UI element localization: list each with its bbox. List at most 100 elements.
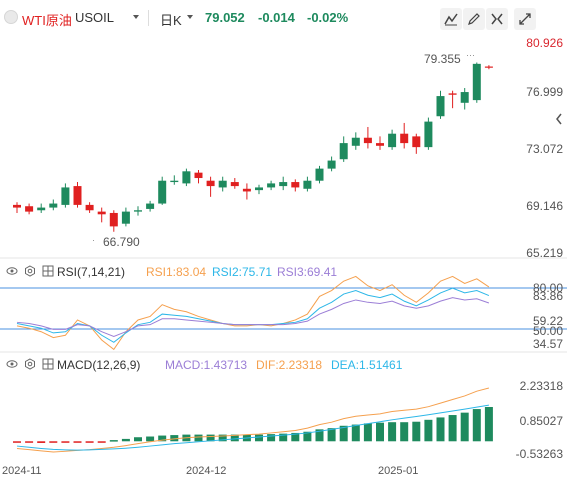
macd-bar (291, 432, 300, 442)
macd-bar (436, 417, 445, 442)
macd-bar (388, 422, 397, 442)
candle-body (61, 187, 70, 205)
macd-bar (121, 438, 130, 442)
rsi-series (16, 275, 490, 351)
symbol-code[interactable]: USOIL (75, 10, 115, 25)
candle-body (73, 186, 82, 205)
price-axis-label: 65.219 (526, 246, 563, 260)
candle-body (376, 143, 384, 146)
price-change: -0.014 (258, 10, 295, 25)
price-axis-label: 69.146 (526, 199, 563, 213)
candle-body (460, 92, 469, 103)
candle-body (388, 133, 397, 148)
macd-header: MACD(12,26,9) MACD:1.43713 DIF:2.23318 D… (6, 358, 403, 372)
macd-bar (279, 433, 288, 442)
rsi-header: RSI(7,14,21) RSI1:83.04 RSI2:75.71 RSI3:… (6, 265, 337, 279)
settings-icon[interactable] (25, 265, 35, 277)
low-price-dots: · (92, 235, 95, 245)
rsi2-value: RSI2:75.71 (212, 265, 272, 279)
draw-line-icon (444, 13, 458, 26)
grid-icon[interactable] (42, 265, 54, 277)
candle-body (182, 171, 191, 184)
macd-bar (303, 431, 312, 442)
candle-body (146, 203, 155, 209)
price-change-percent: -0.02% (307, 10, 349, 25)
rsi2-line (16, 287, 490, 343)
low-price-marker: 66.790 (103, 235, 140, 249)
timeframe-dropdown-icon[interactable] (187, 15, 193, 19)
macd-bar (376, 422, 384, 442)
rsi3-line (16, 297, 490, 337)
eye-icon[interactable] (6, 360, 18, 368)
symbol-name[interactable]: WTI原油 (22, 13, 72, 28)
macd-bar (49, 441, 58, 443)
collapse-panel-button[interactable] (552, 108, 566, 130)
fullscreen-icon (519, 13, 531, 25)
grid-icon[interactable] (42, 358, 54, 370)
fullscreen-button[interactable] (514, 8, 536, 30)
candle-body (218, 180, 227, 188)
macd-bar (230, 434, 239, 442)
candle-body (109, 212, 118, 227)
last-price: 79.052 (205, 10, 245, 25)
macd-bar (206, 434, 215, 442)
rsi-axis-label: 80.00 (533, 281, 563, 295)
timeframe-selector[interactable]: 日K (160, 13, 182, 28)
draw-line-button[interactable] (440, 8, 462, 30)
symbol-dropdown-icon[interactable] (133, 15, 139, 19)
candle-body (315, 168, 324, 181)
chart-area[interactable]: 80.926 76.999 73.072 69.146 65.219 79.35… (0, 36, 567, 485)
candle-body (121, 211, 130, 224)
macd-axis-label: 2.23318 (520, 379, 564, 393)
candle-body (400, 133, 409, 144)
rsi-axis-label: 34.57 (533, 337, 563, 351)
macd-value: MACD:1.43713 (165, 358, 247, 372)
dea-line (16, 404, 489, 451)
macd-bar (327, 428, 336, 442)
candle-body (351, 137, 360, 146)
candle-body (339, 143, 348, 160)
macd-bar (146, 436, 155, 442)
pen-button[interactable] (463, 8, 485, 30)
dea-value: DEA:1.51461 (331, 358, 403, 372)
candle-body (436, 96, 445, 117)
macd-axis-label: 0.85027 (520, 414, 564, 428)
macd-bar (448, 415, 457, 442)
divider (148, 10, 149, 26)
macd-bar (315, 429, 324, 442)
macd-bar (109, 440, 118, 442)
candle-body (484, 66, 493, 68)
candle-body (267, 183, 276, 188)
macd-bar (424, 419, 433, 442)
candle-body (158, 180, 167, 204)
rsi3-value: RSI3:69.41 (277, 265, 337, 279)
candle-body (424, 121, 433, 148)
candle-body (194, 172, 203, 179)
chevron-left-icon (556, 113, 562, 125)
rsi-axis-label: 50.00 (533, 324, 563, 338)
settings-icon[interactable] (25, 358, 35, 370)
date-axis-label: 2024-11 (2, 465, 42, 477)
shapes-button[interactable] (486, 8, 508, 30)
candle-body (13, 204, 21, 208)
macd-bar (170, 435, 179, 442)
macd-bar (85, 441, 94, 443)
dif-value: DIF:2.23318 (256, 358, 322, 372)
macd-title: MACD(12,26,9) (57, 358, 140, 372)
rsi-axis-label: 83.86 (533, 289, 563, 303)
macd-bar (61, 441, 70, 443)
candle-body (291, 182, 300, 188)
macd-bar (412, 421, 421, 442)
candle-body (37, 207, 46, 211)
macd-bar (339, 425, 348, 442)
chart-canvas[interactable]: 80.926 76.999 73.072 69.146 65.219 79.35… (0, 36, 567, 485)
candle-body (85, 204, 94, 211)
rsi1-line (16, 275, 490, 351)
macd-bar (134, 437, 142, 442)
candle-body (303, 180, 312, 189)
eye-icon[interactable] (6, 267, 18, 275)
candle-body (206, 180, 215, 187)
price-axis-label: 80.926 (526, 36, 563, 50)
macd-bar (484, 406, 493, 442)
candle-body (412, 136, 421, 148)
